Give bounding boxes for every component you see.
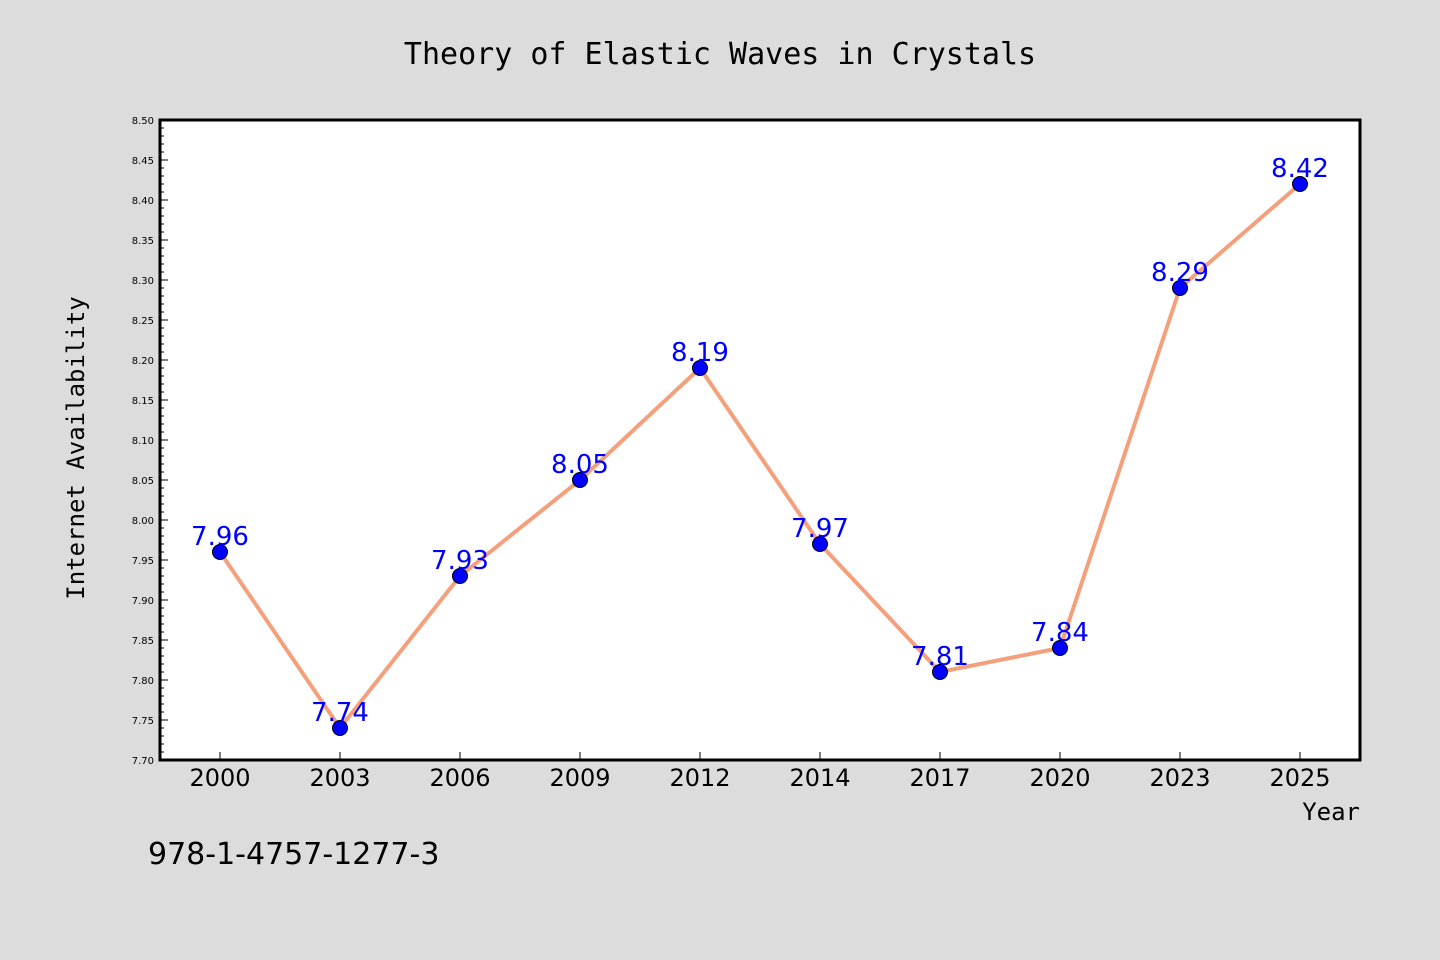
data-label: 7.97 xyxy=(791,514,849,544)
data-point xyxy=(1292,176,1308,192)
x-tick-label: 2012 xyxy=(669,764,730,792)
y-axis-title: Internet Availability xyxy=(62,296,90,599)
data-label: 7.81 xyxy=(911,642,969,672)
y-tick-label: 7.75 xyxy=(132,716,154,727)
x-axis-title: Year xyxy=(1302,798,1360,826)
plot-area xyxy=(158,118,1362,762)
data-point xyxy=(572,472,588,488)
x-tick-label: 2009 xyxy=(549,764,610,792)
data-point xyxy=(1172,280,1188,296)
y-tick-label: 8.35 xyxy=(132,236,154,247)
data-label: 7.96 xyxy=(191,522,249,552)
y-tick-label: 7.90 xyxy=(132,596,154,607)
series-line xyxy=(218,182,1302,730)
x-tick-label: 2023 xyxy=(1149,764,1210,792)
data-label: 7.93 xyxy=(431,546,489,576)
y-tick-label: 7.85 xyxy=(132,636,154,647)
data-point xyxy=(212,544,228,560)
data-label: 7.84 xyxy=(1031,618,1089,648)
y-tick-label: 8.50 xyxy=(132,116,154,127)
x-axis: 2000 2003 2006 2009 2012 2014 2017 2020 2023 2025 xyxy=(189,752,1331,792)
isbn-text: 978-1-4757-1277-3 xyxy=(148,837,439,872)
data-labels: 7.96 7.74 7.93 8.05 8.19 7.97 7.81 7.84 8.29 8.42 xyxy=(191,154,1329,728)
data-point xyxy=(332,720,348,736)
x-tick-label: 2017 xyxy=(909,764,970,792)
data-point xyxy=(1052,640,1068,656)
y-tick-label: 8.20 xyxy=(132,356,154,367)
x-tick-label: 2006 xyxy=(429,764,490,792)
data-points xyxy=(212,176,1308,736)
y-tick-label: 7.95 xyxy=(132,556,154,567)
data-label: 8.19 xyxy=(671,338,729,368)
x-tick-label: 2014 xyxy=(789,764,850,792)
y-tick-label: 8.05 xyxy=(132,476,154,487)
y-tick-label: 8.00 xyxy=(132,516,154,527)
y-tick-label: 8.25 xyxy=(132,316,154,327)
y-tick-label: 7.70 xyxy=(132,756,154,767)
series-line-group xyxy=(218,182,1302,730)
y-tick-label: 8.30 xyxy=(132,276,154,287)
y-tick-label: 8.15 xyxy=(132,396,154,407)
data-label: 7.74 xyxy=(311,698,369,728)
data-point xyxy=(932,664,948,680)
data-label: 8.29 xyxy=(1151,258,1209,288)
y-tick-label: 8.40 xyxy=(132,196,154,207)
y-tick-label: 8.45 xyxy=(132,156,154,167)
x-tick-label: 2000 xyxy=(189,764,250,792)
y-axis: 7.70 7.75 7.80 7.85 7.90 7.95 8.00 8.05 8.10 8.15… xyxy=(132,116,168,767)
data-point xyxy=(692,360,708,376)
data-point xyxy=(812,536,828,552)
x-tick-label: 2020 xyxy=(1029,764,1090,792)
x-tick-label: 2025 xyxy=(1269,764,1330,792)
data-label: 8.05 xyxy=(551,450,609,480)
x-tick-label: 2003 xyxy=(309,764,370,792)
data-label: 8.42 xyxy=(1271,154,1329,184)
y-tick-label: 7.80 xyxy=(132,676,154,687)
chart-title: Theory of Elastic Waves in Crystals xyxy=(404,37,1036,72)
data-point xyxy=(452,568,468,584)
y-tick-label: 8.10 xyxy=(132,436,154,447)
